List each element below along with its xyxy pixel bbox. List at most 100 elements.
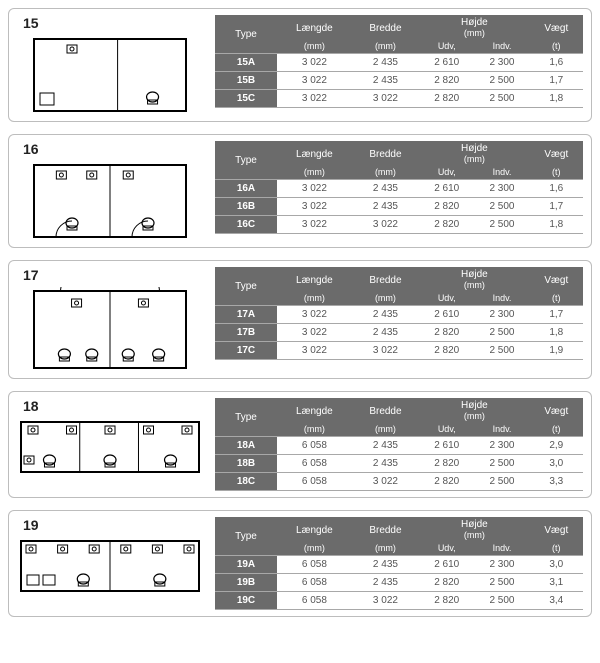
col-bredde-unit: (mm) [352, 424, 419, 437]
table-row: 16B 3 022 2 435 2 820 2 500 1,7 [215, 198, 583, 216]
cell-bredde: 2 435 [352, 72, 419, 90]
col-vaegt-unit: (t) [530, 543, 583, 556]
cell-laengde: 3 022 [277, 342, 352, 360]
col-laengde-unit: (mm) [277, 167, 352, 180]
spec-table: Type Længde Bredde Højde (mm) Vægt (mm) … [215, 267, 583, 360]
table-row: 18B 6 058 2 435 2 820 2 500 3,0 [215, 455, 583, 473]
cell-laengde: 3 022 [277, 72, 352, 90]
col-vaegt-unit: (t) [530, 293, 583, 306]
cell-vaegt: 3,0 [530, 556, 583, 574]
cell-laengde: 3 022 [277, 198, 352, 216]
cell-type: 16C [215, 216, 277, 234]
cell-type: 16A [215, 180, 277, 198]
table-row: 16A 3 022 2 435 2 610 2 300 1,6 [215, 180, 583, 198]
cell-indv: 2 300 [474, 556, 529, 574]
table-row: 17B 3 022 2 435 2 820 2 500 1,8 [215, 324, 583, 342]
cell-vaegt: 1,6 [530, 180, 583, 198]
cell-type: 17C [215, 342, 277, 360]
floorplan-diagram [17, 537, 203, 595]
cell-indv: 2 300 [474, 306, 529, 324]
col-hoejde: Højde (mm) [419, 267, 530, 293]
cell-bredde: 3 022 [352, 216, 419, 234]
cell-udv: 2 820 [419, 198, 474, 216]
spec-panel: 15 Type Længde Bredde Højde (mm) Vægt (m… [8, 8, 592, 122]
col-vaegt-unit: (t) [530, 167, 583, 180]
cell-udv: 2 820 [419, 324, 474, 342]
table-row: 19B 6 058 2 435 2 820 2 500 3,1 [215, 574, 583, 592]
cell-vaegt: 1,8 [530, 324, 583, 342]
cell-indv: 2 300 [474, 180, 529, 198]
section-number: 15 [23, 15, 203, 31]
spec-table: Type Længde Bredde Højde (mm) Vægt (mm) … [215, 398, 583, 491]
cell-bredde: 3 022 [352, 592, 419, 610]
cell-vaegt: 3,3 [530, 473, 583, 491]
cell-udv: 2 820 [419, 342, 474, 360]
col-vaegt: Vægt [530, 141, 583, 167]
col-hoejde: Højde (mm) [419, 15, 530, 41]
cell-bredde: 2 435 [352, 574, 419, 592]
col-bredde-unit: (mm) [352, 41, 419, 54]
cell-laengde: 3 022 [277, 90, 352, 108]
cell-udv: 2 820 [419, 72, 474, 90]
cell-vaegt: 1,8 [530, 216, 583, 234]
cell-vaegt: 3,0 [530, 455, 583, 473]
table-row: 19C 6 058 3 022 2 820 2 500 3,4 [215, 592, 583, 610]
cell-type: 19B [215, 574, 277, 592]
col-udv: Udv, [419, 293, 474, 306]
cell-udv: 2 610 [419, 437, 474, 455]
col-laengde-unit: (mm) [277, 41, 352, 54]
spec-panel: 17 Type Længde Bredde Højde (mm) Vægt (m… [8, 260, 592, 379]
spec-table: Type Længde Bredde Højde (mm) Vægt (mm) … [215, 15, 583, 108]
cell-bredde: 2 435 [352, 54, 419, 72]
cell-udv: 2 610 [419, 306, 474, 324]
cell-vaegt: 1,6 [530, 54, 583, 72]
cell-laengde: 3 022 [277, 216, 352, 234]
cell-laengde: 3 022 [277, 54, 352, 72]
col-bredde: Bredde [352, 15, 419, 41]
cell-laengde: 6 058 [277, 592, 352, 610]
cell-indv: 2 500 [474, 90, 529, 108]
col-laengde: Længde [277, 267, 352, 293]
cell-laengde: 6 058 [277, 556, 352, 574]
floorplan-diagram [30, 35, 190, 115]
cell-laengde: 6 058 [277, 437, 352, 455]
cell-laengde: 3 022 [277, 306, 352, 324]
col-vaegt-unit: (t) [530, 41, 583, 54]
cell-vaegt: 1,7 [530, 72, 583, 90]
cell-type: 17B [215, 324, 277, 342]
col-vaegt: Vægt [530, 267, 583, 293]
cell-laengde: 3 022 [277, 324, 352, 342]
cell-indv: 2 500 [474, 574, 529, 592]
col-indv: Indv. [474, 41, 529, 54]
cell-type: 19A [215, 556, 277, 574]
cell-udv: 2 610 [419, 54, 474, 72]
cell-vaegt: 1,7 [530, 306, 583, 324]
col-laengde: Længde [277, 15, 352, 41]
col-laengde-unit: (mm) [277, 543, 352, 556]
cell-type: 18A [215, 437, 277, 455]
floorplan-diagram [30, 287, 190, 372]
col-type: Type [215, 141, 277, 180]
cell-udv: 2 820 [419, 473, 474, 491]
cell-indv: 2 500 [474, 455, 529, 473]
section-number: 17 [23, 267, 203, 283]
table-row: 19A 6 058 2 435 2 610 2 300 3,0 [215, 556, 583, 574]
cell-bredde: 3 022 [352, 473, 419, 491]
cell-udv: 2 820 [419, 574, 474, 592]
cell-bredde: 2 435 [352, 180, 419, 198]
table-row: 17A 3 022 2 435 2 610 2 300 1,7 [215, 306, 583, 324]
cell-laengde: 6 058 [277, 574, 352, 592]
cell-udv: 2 820 [419, 216, 474, 234]
col-laengde: Længde [277, 398, 352, 424]
cell-type: 15C [215, 90, 277, 108]
table-row: 15C 3 022 3 022 2 820 2 500 1,8 [215, 90, 583, 108]
col-vaegt: Vægt [530, 517, 583, 543]
col-vaegt: Vægt [530, 15, 583, 41]
cell-laengde: 6 058 [277, 455, 352, 473]
cell-indv: 2 500 [474, 216, 529, 234]
col-type: Type [215, 517, 277, 556]
cell-laengde: 3 022 [277, 180, 352, 198]
col-indv: Indv. [474, 167, 529, 180]
col-vaegt-unit: (t) [530, 424, 583, 437]
spec-table: Type Længde Bredde Højde (mm) Vægt (mm) … [215, 141, 583, 234]
